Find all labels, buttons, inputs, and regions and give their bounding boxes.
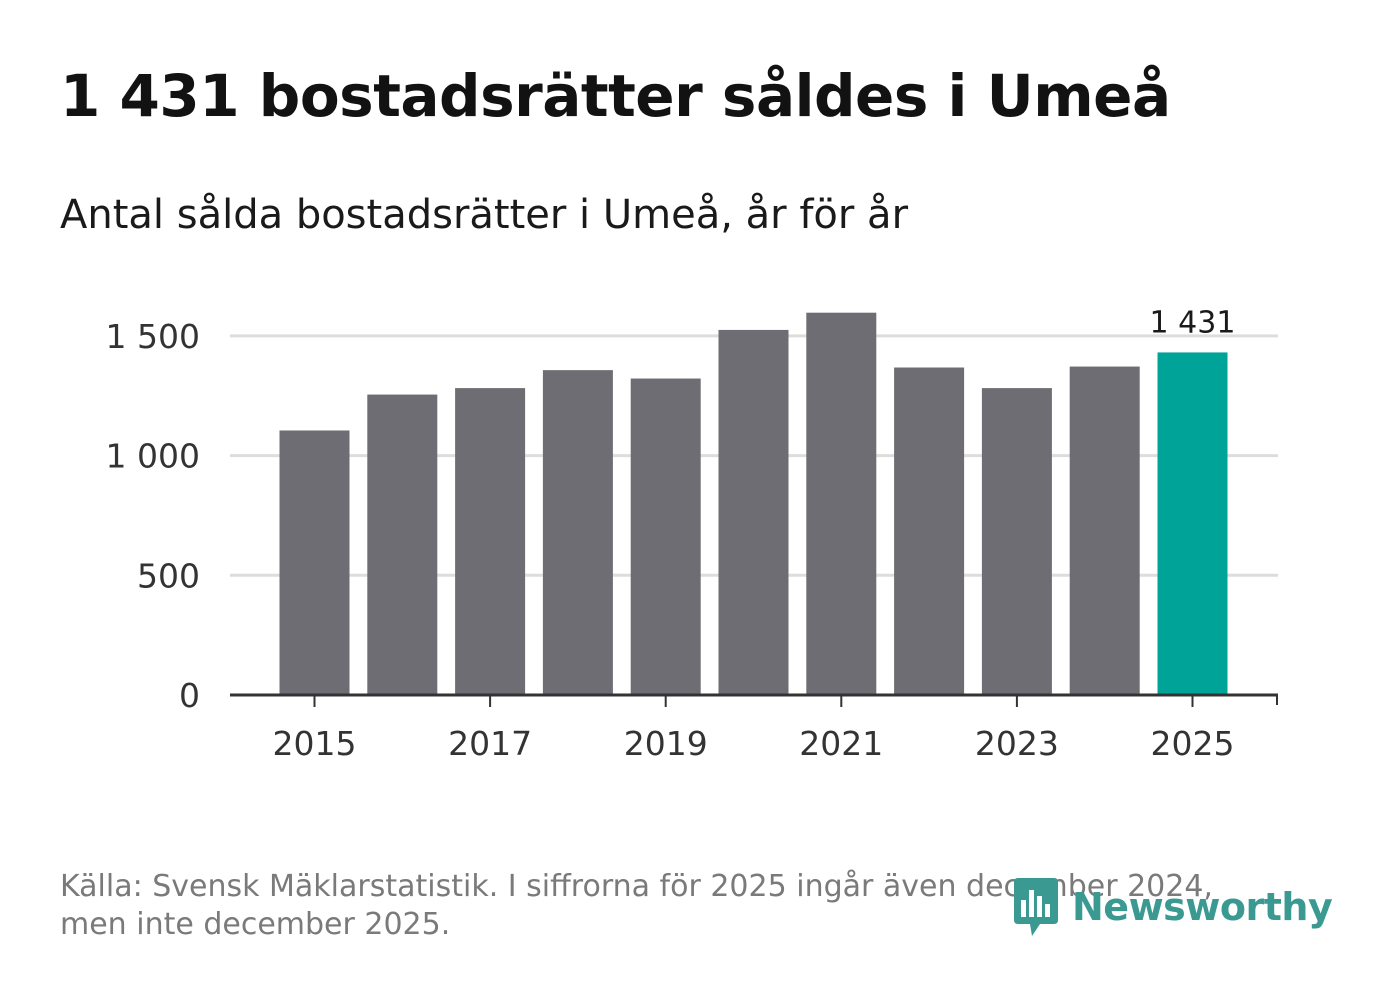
bar-2018 xyxy=(542,370,613,695)
y-tick-label: 500 xyxy=(137,556,200,595)
bar-2025 xyxy=(1157,352,1228,695)
bar-2020 xyxy=(718,329,789,695)
bar-2015 xyxy=(279,430,350,695)
bar-2023 xyxy=(981,388,1052,695)
chart-subtitle: Antal sålda bostadsrätter i Umeå, år för… xyxy=(60,192,909,238)
y-tick-label: 1 000 xyxy=(106,437,200,476)
newsworthy-logo: Newsworthy xyxy=(1010,876,1333,938)
x-tick-label: 2015 xyxy=(273,724,357,763)
axes xyxy=(230,693,1278,707)
y-tick-label: 1 500 xyxy=(106,317,200,356)
bar-2024 xyxy=(1069,366,1140,695)
bar-2016 xyxy=(367,394,438,695)
bar-2022 xyxy=(894,367,965,695)
x-tick-label: 2019 xyxy=(624,724,708,763)
bar-chart-speech-bubble-icon xyxy=(1014,878,1058,936)
x-tick-label: 2021 xyxy=(799,724,883,763)
bar-2021 xyxy=(806,312,877,695)
x-tick-label: 2025 xyxy=(1151,724,1235,763)
bar-2019 xyxy=(630,378,701,695)
x-tick-label: 2023 xyxy=(975,724,1059,763)
bars xyxy=(279,312,1228,695)
y-tick-label: 0 xyxy=(179,676,200,715)
chart-title: 1 431 bostadsrätter såldes i Umeå xyxy=(60,62,1171,130)
labels: 0 500 1 000 1 500 1 431 2015 2017 2019 2021 2023 2… xyxy=(106,305,1236,763)
x-tick-label: 2017 xyxy=(448,724,532,763)
logo-text: Newsworthy xyxy=(1072,885,1333,929)
bar-2017 xyxy=(455,388,526,695)
data-label-2025: 1 431 xyxy=(1150,305,1236,340)
